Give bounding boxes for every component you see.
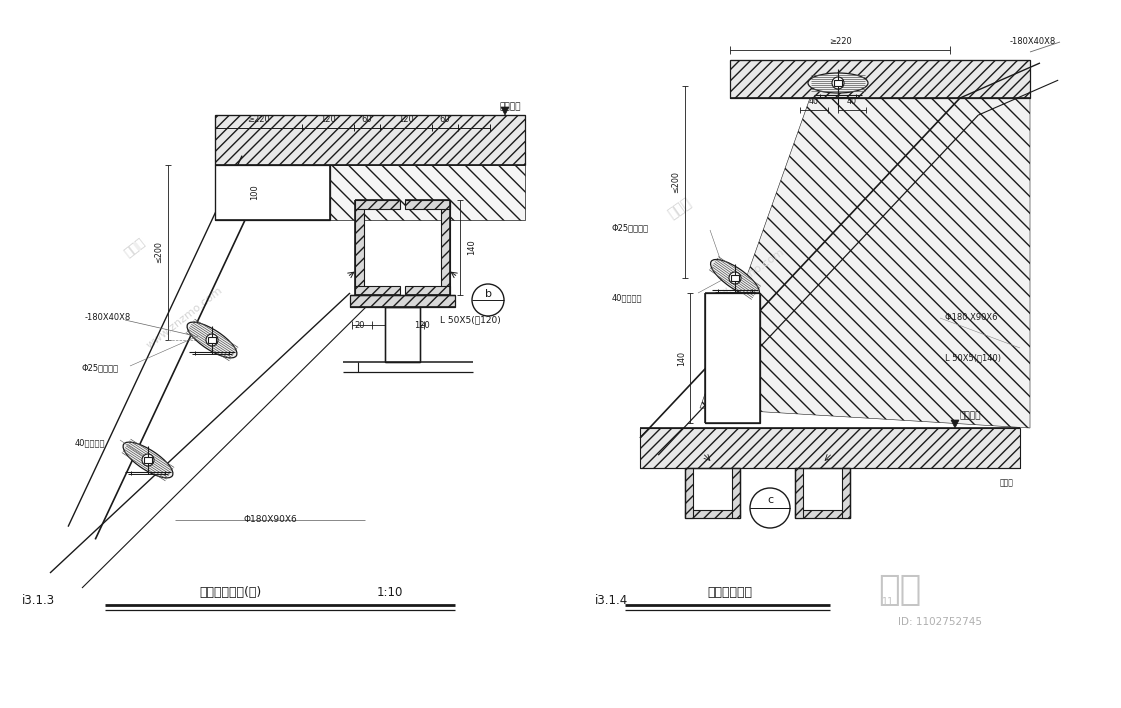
Text: 40: 40 bbox=[809, 98, 819, 106]
Text: Φ180X90X6: Φ180X90X6 bbox=[243, 515, 297, 525]
Text: 户内钢梯详图: 户内钢梯详图 bbox=[707, 586, 752, 598]
Bar bbox=[405, 200, 450, 209]
Bar bbox=[731, 275, 739, 281]
Text: ≥220: ≥220 bbox=[828, 38, 851, 47]
Text: 11: 11 bbox=[882, 597, 895, 607]
Bar bbox=[705, 293, 760, 423]
Text: c: c bbox=[767, 495, 773, 505]
Bar bbox=[842, 468, 850, 518]
Ellipse shape bbox=[206, 334, 217, 346]
Text: 40: 40 bbox=[847, 98, 856, 106]
Text: ≤200: ≤200 bbox=[155, 241, 164, 263]
Text: ≥220: ≥220 bbox=[247, 115, 270, 123]
Polygon shape bbox=[640, 428, 1020, 468]
Text: Φ180 X90X6: Φ180 X90X6 bbox=[945, 314, 998, 323]
Text: 知末: 知末 bbox=[879, 573, 921, 607]
Ellipse shape bbox=[711, 259, 759, 297]
Text: 40厚木踏板: 40厚木踏板 bbox=[612, 294, 642, 302]
Text: 100: 100 bbox=[250, 185, 259, 200]
Text: 60: 60 bbox=[362, 115, 372, 123]
Text: 120: 120 bbox=[398, 115, 414, 123]
Polygon shape bbox=[730, 60, 1030, 98]
Ellipse shape bbox=[808, 73, 868, 93]
Text: 40厚木踏板: 40厚木踏板 bbox=[75, 438, 105, 447]
Text: 120: 120 bbox=[414, 321, 429, 329]
Text: 知末网: 知末网 bbox=[666, 195, 694, 221]
Bar bbox=[685, 468, 693, 518]
Bar bbox=[795, 468, 803, 518]
Text: 60: 60 bbox=[439, 115, 451, 123]
Text: 户内钢梯详图(三): 户内钢梯详图(三) bbox=[198, 586, 261, 598]
Polygon shape bbox=[700, 98, 1030, 428]
Bar bbox=[385, 307, 420, 362]
Circle shape bbox=[472, 284, 504, 316]
Text: i3.1.4: i3.1.4 bbox=[595, 593, 628, 607]
Text: ≤200: ≤200 bbox=[671, 171, 680, 193]
Text: Φ25螺杆主柱: Φ25螺杆主柱 bbox=[82, 363, 119, 372]
Text: 120: 120 bbox=[321, 115, 336, 123]
Bar bbox=[350, 295, 455, 307]
Bar bbox=[685, 510, 740, 518]
Text: 1:10: 1:10 bbox=[377, 586, 404, 598]
Text: b: b bbox=[484, 289, 491, 299]
Bar bbox=[355, 200, 400, 209]
Text: -180X40X8: -180X40X8 bbox=[1010, 38, 1056, 47]
Ellipse shape bbox=[187, 322, 237, 358]
Ellipse shape bbox=[832, 77, 844, 89]
Text: 上层楼面: 上层楼面 bbox=[500, 103, 521, 111]
Text: www.znzmo.com: www.znzmo.com bbox=[145, 285, 225, 350]
Polygon shape bbox=[330, 165, 525, 220]
Ellipse shape bbox=[123, 442, 173, 478]
Polygon shape bbox=[215, 165, 330, 220]
Bar bbox=[441, 200, 450, 295]
Bar bbox=[355, 200, 364, 295]
Text: L 50X5(长120): L 50X5(长120) bbox=[441, 316, 501, 324]
Bar bbox=[732, 468, 740, 518]
Bar bbox=[405, 286, 450, 295]
Bar bbox=[143, 457, 152, 463]
Text: L 50X5(长140): L 50X5(长140) bbox=[945, 353, 1001, 362]
Bar bbox=[834, 80, 842, 86]
Polygon shape bbox=[951, 420, 958, 428]
Text: 20: 20 bbox=[354, 321, 365, 329]
Text: Φ25螺杆主柱: Φ25螺杆主柱 bbox=[612, 224, 649, 232]
Bar bbox=[355, 286, 400, 295]
Bar bbox=[795, 510, 850, 518]
Polygon shape bbox=[501, 107, 509, 115]
Text: 结构层: 结构层 bbox=[1000, 479, 1013, 488]
Polygon shape bbox=[215, 115, 525, 165]
Text: 下层楼面: 下层楼面 bbox=[960, 411, 982, 421]
Ellipse shape bbox=[142, 454, 154, 466]
Text: 140: 140 bbox=[467, 239, 476, 256]
Text: i3.1.3: i3.1.3 bbox=[22, 593, 55, 607]
Ellipse shape bbox=[729, 272, 741, 284]
Circle shape bbox=[750, 488, 790, 528]
Text: ID: 1102752745: ID: 1102752745 bbox=[898, 617, 982, 627]
Text: 知末网: 知末网 bbox=[122, 236, 148, 260]
Text: -180X40X8: -180X40X8 bbox=[85, 314, 131, 323]
Bar bbox=[209, 337, 216, 343]
Text: www.znzmo.com: www.znzmo.com bbox=[704, 247, 786, 309]
Text: 140: 140 bbox=[677, 350, 686, 365]
